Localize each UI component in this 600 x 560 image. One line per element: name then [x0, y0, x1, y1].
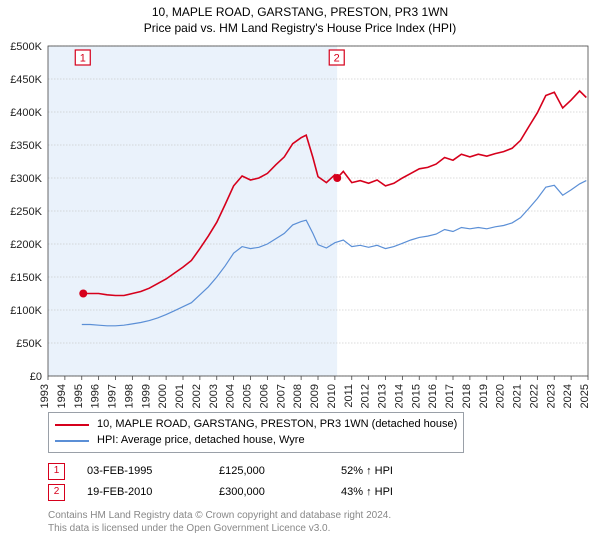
svg-text:2006: 2006	[258, 384, 270, 408]
svg-text:2004: 2004	[225, 384, 237, 408]
point-delta: 43% ↑ HPI	[341, 482, 451, 503]
title-address: 10, MAPLE ROAD, GARSTANG, PRESTON, PR3 1…	[0, 4, 600, 20]
svg-text:2015: 2015	[410, 384, 422, 408]
svg-text:2003: 2003	[208, 384, 220, 408]
legend-swatch	[55, 440, 89, 442]
svg-text:2016: 2016	[427, 384, 439, 408]
svg-text:£450K: £450K	[10, 74, 42, 86]
chart-container: 10, MAPLE ROAD, GARSTANG, PRESTON, PR3 1…	[0, 0, 600, 560]
svg-text:2014: 2014	[393, 384, 405, 408]
svg-text:1993: 1993	[39, 384, 51, 408]
legend-row: 10, MAPLE ROAD, GARSTANG, PRESTON, PR3 1…	[55, 417, 457, 433]
sales-point-row: 1 03-FEB-1995 £125,000 52% ↑ HPI	[48, 461, 588, 482]
svg-text:2017: 2017	[444, 384, 456, 408]
svg-text:2: 2	[334, 53, 340, 65]
copyright-line1: Contains HM Land Registry data © Crown c…	[48, 509, 588, 523]
legend-label: HPI: Average price, detached house, Wyre	[97, 433, 305, 449]
legend-row: HPI: Average price, detached house, Wyre	[55, 433, 457, 449]
svg-text:2000: 2000	[157, 384, 169, 408]
svg-text:2012: 2012	[360, 384, 372, 408]
chart: £0 £50K £100K £150K £200K £250K £300K £350K £400…	[0, 40, 600, 410]
sales-point-row: 2 19-FEB-2010 £300,000 43% ↑ HPI	[48, 482, 588, 503]
point-price: £300,000	[219, 482, 319, 503]
svg-text:2018: 2018	[461, 384, 473, 408]
svg-text:2013: 2013	[377, 384, 389, 408]
svg-text:£300K: £300K	[10, 173, 42, 185]
svg-text:1994: 1994	[56, 384, 68, 408]
copyright: Contains HM Land Registry data © Crown c…	[48, 509, 588, 536]
svg-text:2022: 2022	[528, 384, 540, 408]
point-delta: 52% ↑ HPI	[341, 461, 451, 482]
copyright-line2: This data is licensed under the Open Gov…	[48, 522, 588, 536]
title-block: 10, MAPLE ROAD, GARSTANG, PRESTON, PR3 1…	[0, 0, 600, 36]
svg-text:£500K: £500K	[10, 41, 42, 53]
svg-text:2010: 2010	[326, 384, 338, 408]
svg-text:£200K: £200K	[10, 239, 42, 251]
svg-text:2023: 2023	[545, 384, 557, 408]
svg-text:2007: 2007	[275, 384, 287, 408]
svg-text:£100K: £100K	[10, 305, 42, 317]
svg-text:1995: 1995	[73, 384, 85, 408]
svg-text:£50K: £50K	[16, 338, 42, 350]
svg-text:1998: 1998	[123, 384, 135, 408]
svg-text:2008: 2008	[292, 384, 304, 408]
svg-text:2024: 2024	[562, 384, 574, 408]
point-date: 03-FEB-1995	[87, 461, 197, 482]
svg-text:£400K: £400K	[10, 107, 42, 119]
svg-text:1999: 1999	[140, 384, 152, 408]
svg-text:2009: 2009	[309, 384, 321, 408]
point-marker: 2	[48, 484, 65, 501]
svg-text:1996: 1996	[90, 384, 102, 408]
svg-text:2005: 2005	[242, 384, 254, 408]
legend-label: 10, MAPLE ROAD, GARSTANG, PRESTON, PR3 1…	[97, 417, 457, 433]
svg-text:£250K: £250K	[10, 206, 42, 218]
meta-section: 10, MAPLE ROAD, GARSTANG, PRESTON, PR3 1…	[48, 412, 588, 536]
svg-text:1: 1	[80, 53, 86, 65]
point-marker: 1	[48, 463, 65, 480]
svg-text:£0: £0	[30, 371, 42, 383]
svg-text:2021: 2021	[512, 384, 524, 408]
svg-text:2020: 2020	[495, 384, 507, 408]
svg-text:£350K: £350K	[10, 140, 42, 152]
svg-text:1997: 1997	[107, 384, 119, 408]
svg-text:£150K: £150K	[10, 272, 42, 284]
point-price: £125,000	[219, 461, 319, 482]
legend-swatch	[55, 424, 89, 426]
svg-text:2025: 2025	[579, 384, 591, 408]
svg-text:2002: 2002	[191, 384, 203, 408]
sales-points-table: 1 03-FEB-1995 £125,000 52% ↑ HPI 2 19-FEB-201…	[48, 461, 588, 503]
title-subtitle: Price paid vs. HM Land Registry's House …	[0, 20, 600, 36]
svg-text:2011: 2011	[343, 384, 355, 408]
legend: 10, MAPLE ROAD, GARSTANG, PRESTON, PR3 1…	[48, 412, 464, 453]
svg-text:2001: 2001	[174, 384, 186, 408]
point-date: 19-FEB-2010	[87, 482, 197, 503]
svg-text:2019: 2019	[478, 384, 490, 408]
